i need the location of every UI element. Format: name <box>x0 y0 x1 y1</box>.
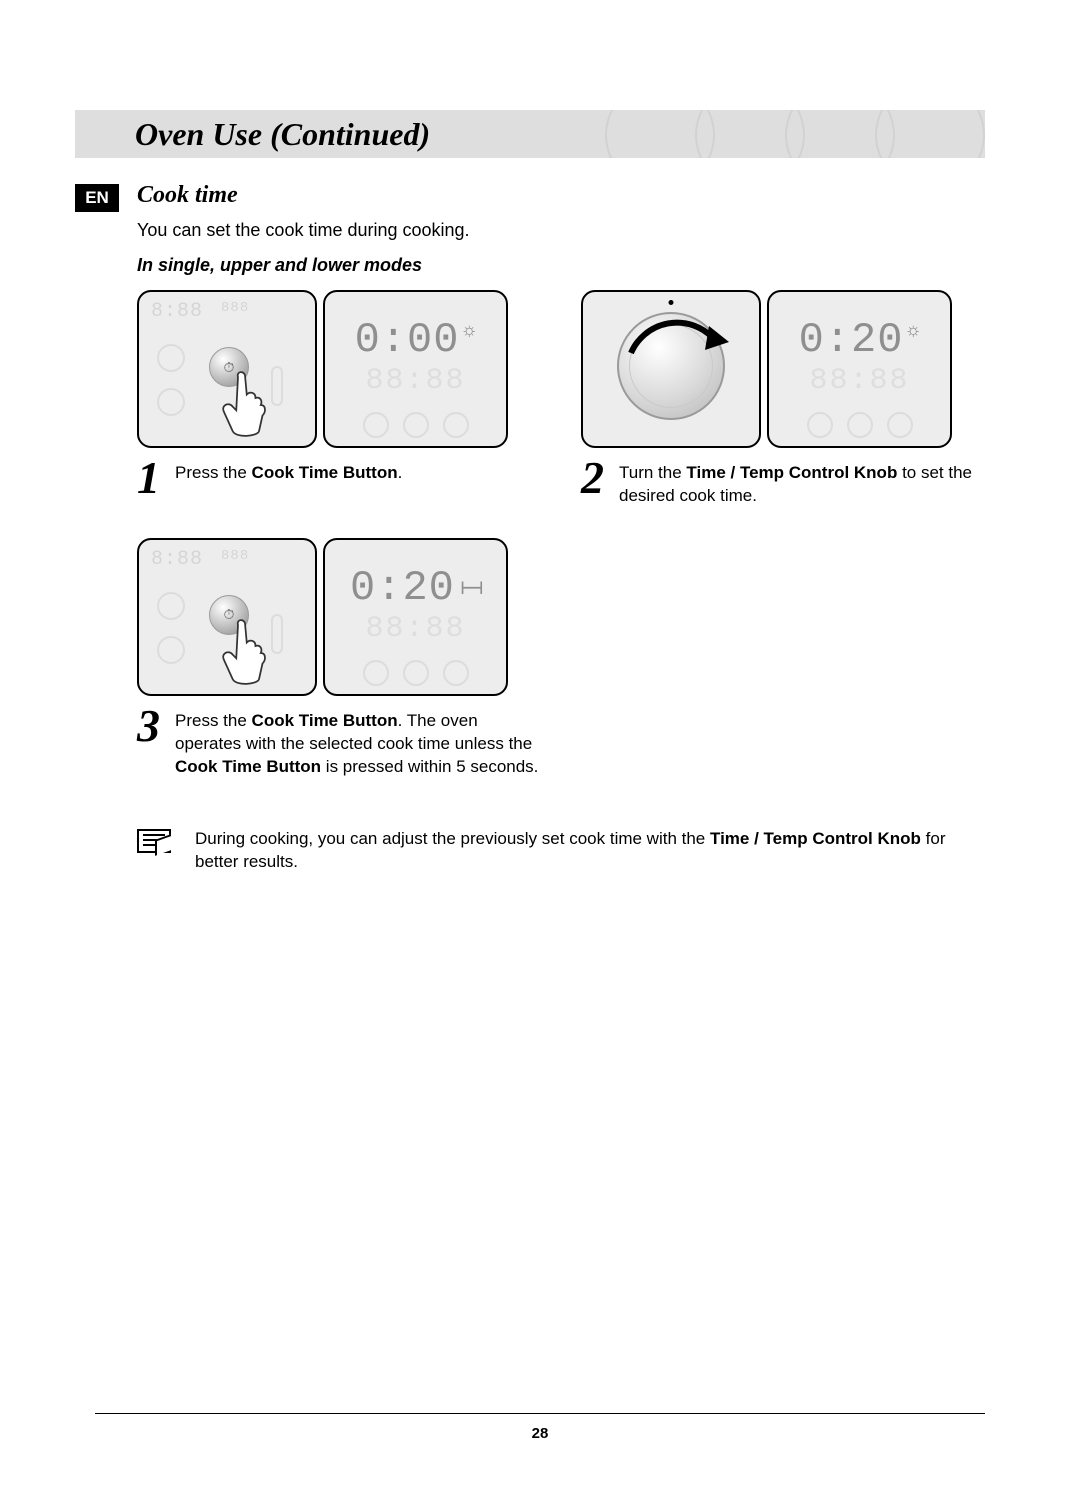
mode-label: In single, upper and lower modes <box>137 255 985 276</box>
hand-icon <box>217 370 273 440</box>
step1-text: Press the Cook Time Button. <box>175 460 402 485</box>
step3-dim: 88:88 <box>325 612 506 646</box>
step-2: 0:20☼ 88:88 2 Turn the Time / Temp Contr… <box>581 290 985 508</box>
section-title: Cook time <box>137 182 238 209</box>
page-title: Oven Use (Continued) <box>135 116 430 153</box>
faint-display: 8:88888 <box>151 300 249 323</box>
step-number: 2 <box>581 460 611 497</box>
page-number: 28 <box>0 1425 1080 1442</box>
faint-display: 8:88888 <box>151 548 249 571</box>
note-text: During cooking, you can adjust the previ… <box>195 827 985 875</box>
step3-control-panel: 8:88888 ⏱ <box>137 538 317 696</box>
language-badge: EN <box>75 184 119 212</box>
step3-display: 0:20⊢⊣ <box>325 564 506 612</box>
step3-text: Press the Cook Time Button. The oven ope… <box>175 708 541 779</box>
step2-display: 0:20☼ <box>769 316 950 364</box>
step2-knob-panel <box>581 290 761 448</box>
footer-divider <box>95 1413 985 1414</box>
step-1: 8:88888 ⏱ 0:00☼ 88:88 1 <box>137 290 541 508</box>
step1-display-panel: 0:00☼ 88:88 <box>323 290 508 448</box>
step1-display: 0:00☼ <box>325 316 506 364</box>
note-icon <box>137 829 171 853</box>
step3-display-panel: 0:20⊢⊣ 88:88 <box>323 538 508 696</box>
step-number: 1 <box>137 460 167 497</box>
header-bar: Oven Use (Continued) <box>75 110 985 158</box>
step2-dim: 88:88 <box>769 364 950 398</box>
step1-control-panel: 8:88888 ⏱ <box>137 290 317 448</box>
step-3: 8:88888 ⏱ 0:20⊢⊣ 88:88 3 <box>137 538 541 779</box>
step2-display-panel: 0:20☼ 88:88 <box>767 290 952 448</box>
step2-text: Turn the Time / Temp Control Knob to set… <box>619 460 985 508</box>
section-intro: You can set the cook time during cooking… <box>137 220 985 241</box>
step1-dim: 88:88 <box>325 364 506 398</box>
step-number: 3 <box>137 708 167 745</box>
steps-grid: 8:88888 ⏱ 0:00☼ 88:88 1 <box>137 290 985 779</box>
header-decor <box>625 110 985 158</box>
knob-arrow-icon <box>601 298 741 418</box>
hand-icon <box>217 618 273 688</box>
note: During cooking, you can adjust the previ… <box>137 827 985 875</box>
